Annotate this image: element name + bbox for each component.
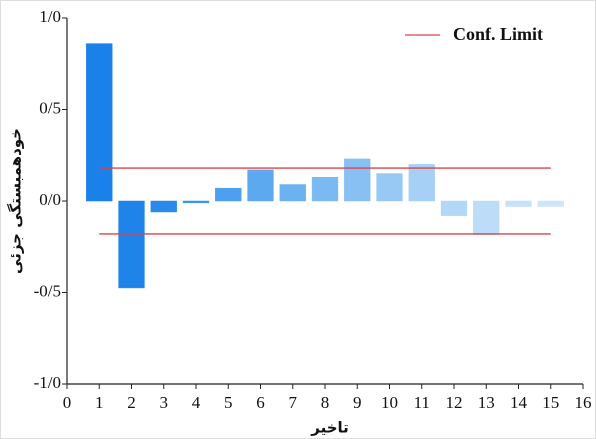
y-tick-label: -1/0 (34, 373, 61, 392)
x-tick-label: 10 (381, 393, 398, 412)
y-tick-label: -0/5 (34, 281, 61, 300)
x-tick-label: 3 (160, 393, 169, 412)
bar (215, 187, 242, 202)
y-tick-label: 1/0 (39, 7, 61, 26)
x-tick-label: 8 (321, 393, 330, 412)
x-tick-label: 0 (63, 393, 72, 412)
bar (376, 173, 403, 202)
bar (279, 184, 306, 202)
x-axis-label: تاخیر (310, 419, 349, 437)
legend-label: Conf. Limit (453, 24, 543, 44)
bar (150, 200, 177, 213)
bar (440, 200, 468, 216)
x-tick-label: 1 (95, 393, 104, 412)
bar (505, 200, 532, 207)
x-tick-label: 13 (478, 393, 495, 412)
bar (247, 169, 274, 202)
bar (473, 200, 500, 236)
bar (537, 200, 564, 207)
x-tick-label: 12 (446, 393, 463, 412)
bar (182, 200, 210, 204)
bar (118, 200, 145, 289)
x-tick-label: 2 (127, 393, 136, 412)
x-tick-label: 4 (192, 393, 201, 412)
bar (86, 43, 113, 202)
bar (344, 158, 371, 202)
y-tick-label: 0/5 (39, 98, 61, 117)
x-tick-label: 14 (510, 393, 528, 412)
x-tick-label: 6 (256, 393, 265, 412)
y-axis-label: خودهمبستگی جزئی (7, 128, 25, 274)
x-tick-label: 7 (289, 393, 298, 412)
bar (408, 164, 435, 202)
x-tick-label: 15 (542, 393, 559, 412)
x-tick-label: 11 (414, 393, 430, 412)
x-tick-label: 16 (575, 393, 592, 412)
bar (311, 176, 339, 202)
x-tick-label: 9 (353, 393, 362, 412)
x-tick-label: 5 (224, 393, 233, 412)
y-tick-label: 0/0 (39, 190, 61, 209)
